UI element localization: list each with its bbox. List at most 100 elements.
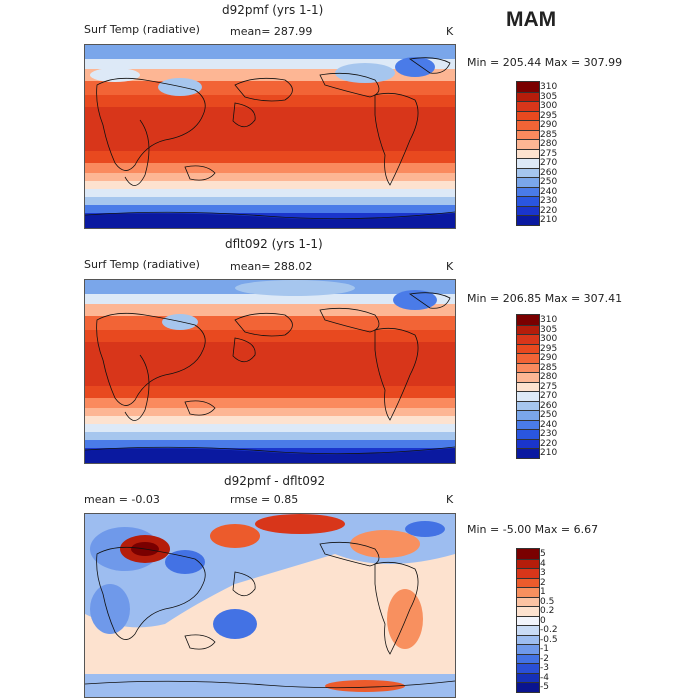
color-bar-divider — [517, 615, 539, 617]
color-bar-swatch — [517, 196, 539, 206]
color-bar-divider — [517, 372, 539, 374]
color-bar-swatch — [517, 186, 539, 197]
color-bar-divider — [517, 129, 539, 131]
color-bar-swatch — [517, 177, 539, 187]
field-label: Surf Temp (radiative) — [84, 23, 200, 36]
color-bar-divider — [517, 596, 539, 598]
color-bar-divider — [517, 148, 539, 150]
color-bar-label: 4 — [540, 558, 546, 569]
unit-label: K — [446, 260, 454, 273]
color-bar-divider — [517, 672, 539, 674]
color-bar-divider — [517, 120, 539, 122]
color-bar-divider — [517, 410, 539, 412]
mean-value: mean= 287.99 — [230, 25, 313, 38]
color-bar-label: 2 — [540, 577, 546, 588]
color-bar-swatch — [517, 167, 539, 178]
color-bar-swatch — [517, 343, 539, 354]
color-bar-swatch — [517, 400, 539, 411]
color-bar-divider — [517, 634, 539, 636]
color-bar-label: 280 — [540, 139, 558, 150]
color-bar-swatch — [517, 663, 539, 673]
color-bar-swatch — [517, 391, 539, 401]
color-bar-label: 220 — [540, 205, 558, 216]
field-label: Surf Temp (radiative) — [84, 258, 200, 271]
color-bar-label: 260 — [540, 400, 558, 411]
color-bar-divider — [517, 606, 539, 608]
global-map — [84, 44, 456, 229]
color-bar-label: 275 — [540, 148, 558, 159]
min-max-readout: Min = -5.00 Max = 6.67 — [467, 523, 599, 536]
color-bar-swatch — [517, 129, 539, 140]
color-bar-label: 0.2 — [540, 606, 555, 617]
color-bar-label: 290 — [540, 120, 558, 131]
color-bar-swatch — [517, 381, 539, 392]
color-bar-label: 250 — [540, 177, 558, 188]
color-bar-divider — [517, 625, 539, 627]
color-bar-swatch — [517, 606, 539, 616]
color-bar-swatch — [517, 82, 539, 92]
color-bar-swatch — [517, 148, 539, 159]
rmse-value: rmse = 0.85 — [230, 493, 299, 506]
min-max-readout: Min = 205.44 Max = 307.99 — [467, 56, 623, 69]
color-bar-swatch — [517, 634, 539, 645]
color-bar-divider — [517, 391, 539, 393]
color-bar-swatch — [517, 110, 539, 121]
color-bar-label: -4 — [540, 672, 549, 683]
color-bar-divider — [517, 448, 539, 450]
difference-map — [84, 513, 456, 698]
color-bar-divider — [517, 381, 539, 383]
color-bar-swatch — [517, 315, 539, 325]
color-bar-swatch — [517, 549, 539, 559]
color-bar-divider — [517, 400, 539, 402]
color-bar-label: 250 — [540, 410, 558, 421]
color-bar-swatch — [517, 625, 539, 635]
color-bar-swatch — [517, 615, 539, 626]
color-bar — [516, 314, 540, 459]
color-bar-divider — [517, 577, 539, 579]
color-bar-divider — [517, 438, 539, 440]
min-max-readout: Min = 206.85 Max = 307.41 — [467, 292, 623, 305]
color-bar-label: 230 — [540, 429, 558, 440]
color-bar-swatch — [517, 205, 539, 216]
season-label: MAM — [506, 8, 557, 31]
color-bar-divider — [517, 644, 539, 646]
color-bar-swatch — [517, 429, 539, 439]
color-bar-label: -3 — [540, 663, 549, 674]
mean-value: mean= 288.02 — [230, 260, 313, 273]
color-bar-label: 260 — [540, 167, 558, 178]
global-map — [84, 279, 456, 464]
unit-label: K — [446, 25, 454, 38]
color-bar-divider — [517, 558, 539, 560]
color-bar-swatch — [517, 682, 539, 692]
color-bar-label: 300 — [540, 101, 558, 112]
color-bar-label: -2 — [540, 653, 549, 664]
color-bar-swatch — [517, 653, 539, 664]
color-bar-divider — [517, 334, 539, 336]
color-bar-label: 285 — [540, 362, 558, 373]
color-bar-swatch — [517, 158, 539, 168]
color-bar-swatch — [517, 438, 539, 449]
color-bar-label: 305 — [540, 91, 558, 102]
unit-label: K — [446, 493, 454, 506]
color-bar-label: 1 — [540, 587, 546, 598]
color-bar-label: 240 — [540, 186, 558, 197]
color-bar-divider — [517, 587, 539, 589]
color-bar-label: 290 — [540, 353, 558, 364]
color-bar-label: 210 — [540, 215, 558, 226]
color-bar-label: -0.5 — [540, 634, 558, 645]
mean-value: mean = -0.03 — [84, 493, 160, 506]
color-bar — [516, 81, 540, 226]
color-bar-divider — [517, 101, 539, 103]
color-bar-divider — [517, 167, 539, 169]
color-bar-label: 210 — [540, 448, 558, 459]
color-bar-label: 300 — [540, 334, 558, 345]
color-bar-divider — [517, 139, 539, 141]
color-bar-swatch — [517, 334, 539, 344]
color-bar-label: 3 — [540, 568, 546, 579]
color-bar-label: -1 — [540, 644, 549, 655]
color-bar-swatch — [517, 410, 539, 420]
color-bar-divider — [517, 177, 539, 179]
color-bar-divider — [517, 91, 539, 93]
color-bar-divider — [517, 429, 539, 431]
color-bar-swatch — [517, 91, 539, 102]
